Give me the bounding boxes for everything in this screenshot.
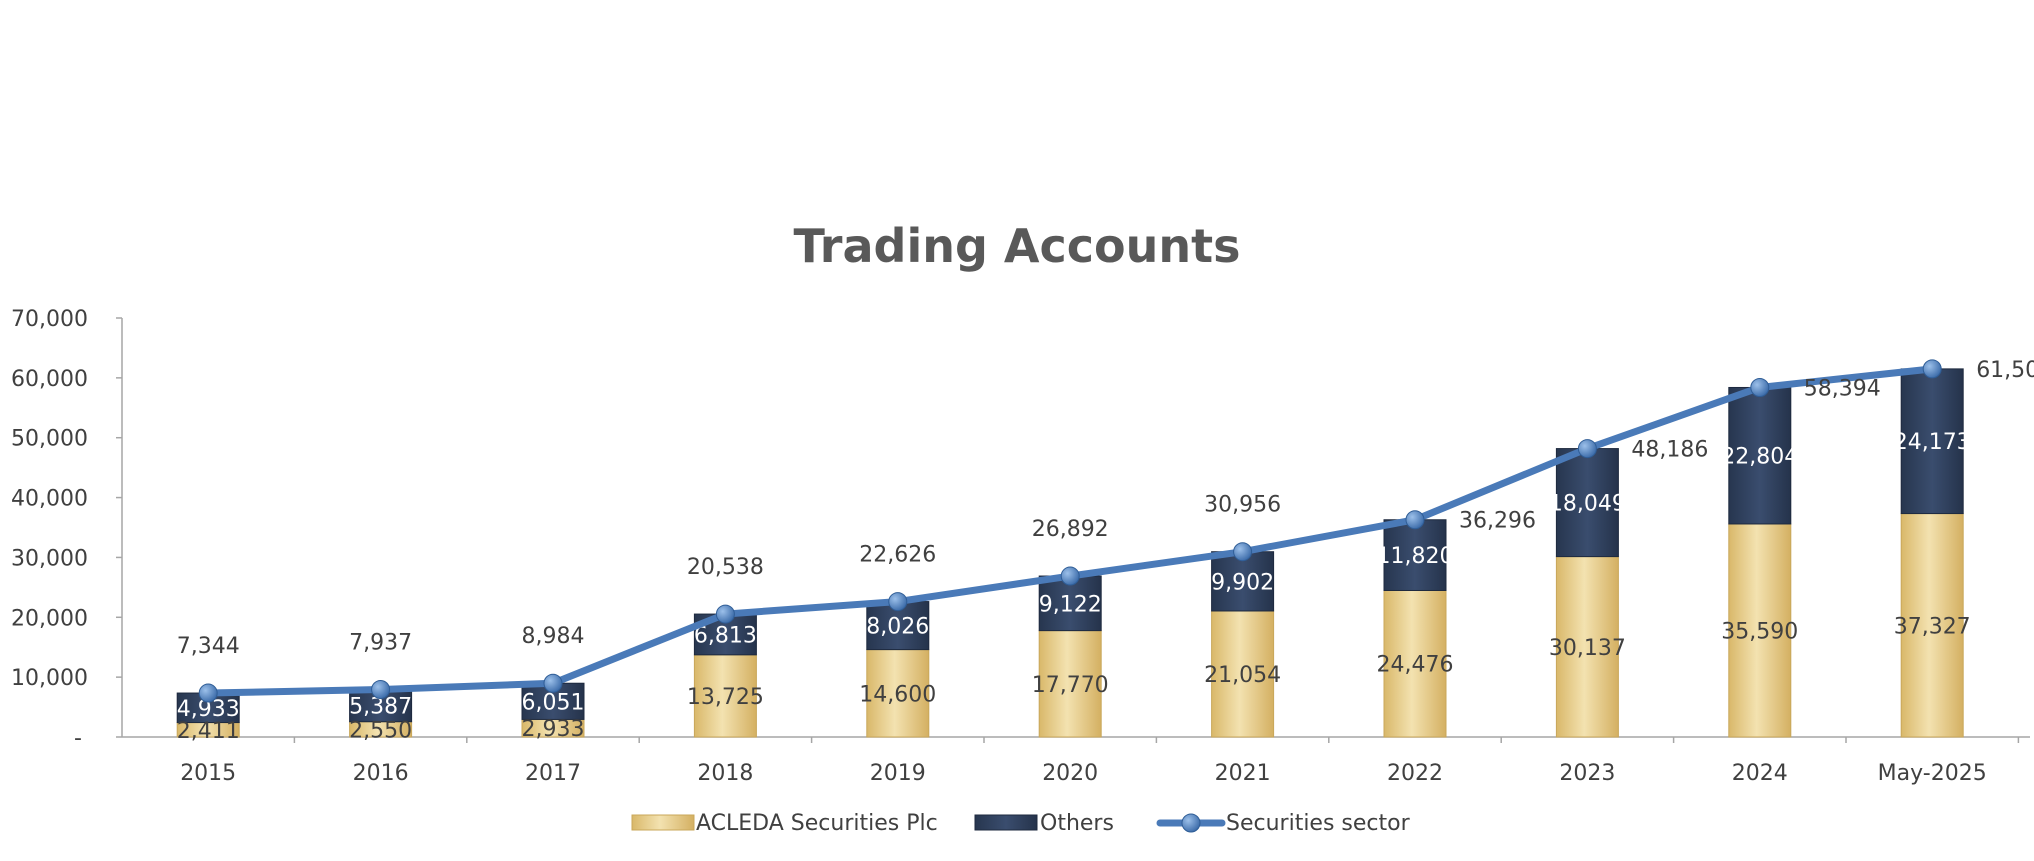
legend-swatch-marker: [1181, 813, 1201, 833]
bar-acleda-2022: [1383, 589, 1447, 738]
bar-acleda-2021: [1211, 610, 1275, 738]
data-label-acleda: 2,933: [522, 717, 585, 742]
data-label-others: 6,813: [694, 623, 757, 648]
data-label-acleda: 24,476: [1377, 653, 1454, 678]
chart-title: Trading Accounts: [793, 219, 1240, 273]
x-tick-label: 2019: [870, 761, 926, 786]
bar-others-2015: [176, 692, 240, 724]
data-label-acleda: 37,327: [1894, 614, 1971, 639]
bar-acleda-May-2025: [1900, 513, 1964, 738]
x-tick-label: 2022: [1387, 761, 1443, 786]
y-tick-label: 10,000: [11, 666, 88, 691]
data-label-total: 36,296: [1459, 509, 1536, 534]
legend-swatch-acleda: [631, 814, 695, 831]
y-tick-label: -: [74, 726, 82, 751]
data-label-others: 22,804: [1721, 445, 1798, 470]
securities-sector-point: [1922, 359, 1942, 379]
y-tick-label: 20,000: [11, 606, 88, 631]
securities-sector-point: [888, 592, 908, 612]
data-label-acleda: 13,725: [687, 685, 764, 710]
data-label-total: 7,344: [177, 634, 240, 659]
data-label-total: 61,500: [1976, 358, 2034, 383]
data-label-total: 20,538: [687, 555, 764, 580]
bar-acleda-2024: [1728, 523, 1792, 738]
data-label-total: 48,186: [1631, 438, 1708, 463]
x-tick-label: May-2025: [1878, 761, 1987, 786]
x-tick-label: 2018: [697, 761, 753, 786]
bar-acleda-2023: [1555, 556, 1619, 738]
y-tick-label: 40,000: [11, 487, 88, 512]
data-label-acleda: 21,054: [1204, 663, 1281, 688]
data-label-acleda: 17,770: [1032, 673, 1109, 698]
data-label-total: 7,937: [349, 630, 412, 655]
data-label-acleda: 30,137: [1549, 636, 1626, 661]
data-label-others: 8,026: [866, 615, 929, 640]
data-label-acleda: 2,550: [349, 718, 412, 743]
data-label-others: 11,820: [1377, 544, 1454, 569]
data-label-acleda: 35,590: [1721, 619, 1798, 644]
data-label-total: 30,956: [1204, 493, 1281, 518]
bar-acleda-2018: [693, 654, 757, 738]
securities-sector-point: [1405, 510, 1425, 530]
x-tick-label: 2023: [1559, 761, 1615, 786]
x-tick-label: 2024: [1732, 761, 1788, 786]
securities-sector-point: [198, 683, 218, 703]
data-label-acleda: 2,411: [177, 719, 240, 744]
legend-swatch-others: [974, 814, 1038, 831]
securities-sector-point: [1577, 439, 1597, 459]
legend-label-acleda: ACLEDA Securities Plc: [696, 811, 938, 836]
y-axis-ticks: - 10,000 20,000 30,000 40,000 50,000 60,000 70,…: [11, 307, 122, 751]
y-tick-label: 50,000: [11, 427, 88, 452]
securities-sector-point: [371, 679, 391, 699]
y-tick-label: 60,000: [11, 367, 88, 392]
securities-sector-point: [1060, 566, 1080, 586]
y-tick-label: 30,000: [11, 546, 88, 571]
legend: ACLEDA Securities Plc Others Securities se…: [631, 811, 1411, 836]
data-label-total: 26,892: [1032, 517, 1109, 542]
data-label-total: 8,984: [522, 624, 585, 649]
x-tick-label: 2017: [525, 761, 581, 786]
y-tick-label: 70,000: [11, 307, 88, 332]
bar-acleda-2019: [866, 649, 930, 738]
legend-label-securities-sector: Securities sector: [1226, 811, 1411, 836]
data-label-acleda: 14,600: [859, 682, 936, 707]
data-label-others: 6,051: [522, 690, 585, 715]
data-label-others: 24,173: [1894, 430, 1971, 455]
data-label-others: 9,902: [1211, 570, 1274, 595]
securities-sector-point: [543, 673, 563, 693]
data-label-total: 58,394: [1804, 376, 1881, 401]
data-label-total: 22,626: [859, 543, 936, 568]
x-tick-label: 2015: [180, 761, 236, 786]
line-series: 7,344 7,937 8,984 20,538 22,626 26,892 30,956 3…: [177, 358, 2034, 703]
bar-acleda-2020: [1038, 630, 1102, 738]
legend-label-others: Others: [1040, 811, 1114, 836]
securities-sector-point: [715, 604, 735, 624]
securities-sector-point: [1233, 542, 1253, 562]
x-tick-label: 2020: [1042, 761, 1098, 786]
data-label-others: 18,049: [1549, 492, 1626, 517]
x-tick-label: 2021: [1215, 761, 1271, 786]
x-axis-ticks: 2015 2016 2017 2018 2019 2020 2021 2022 2023 2024…: [180, 737, 2020, 786]
data-label-others: 9,122: [1039, 592, 1102, 617]
bar-others-2022: [1383, 519, 1447, 591]
securities-sector-point: [1750, 377, 1770, 397]
x-tick-label: 2016: [353, 761, 409, 786]
